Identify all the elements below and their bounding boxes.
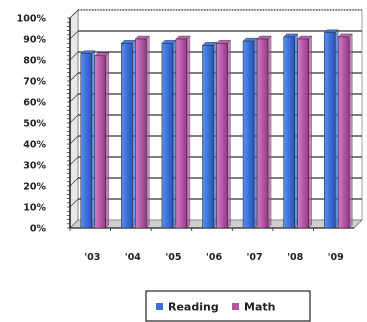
bar-reading <box>323 29 339 229</box>
bar-reading <box>120 39 136 229</box>
x-tick-label: '09 <box>328 252 344 263</box>
x-tick-label: '08 <box>287 252 304 263</box>
bar-math <box>337 33 353 229</box>
x-tick-label: '04 <box>125 252 142 263</box>
legend-label: Math <box>244 301 275 314</box>
gridline-diagonal <box>69 51 79 61</box>
y-tick-label: 30% <box>23 161 46 172</box>
x-tick-label: '07 <box>247 252 263 263</box>
bar-reading <box>202 41 217 229</box>
legend-swatch <box>156 303 163 310</box>
legend-box <box>145 290 311 322</box>
gridline-diagonal <box>69 198 79 208</box>
legend-item-math: Math <box>232 301 275 314</box>
bar-math <box>94 52 110 229</box>
bars <box>80 29 353 229</box>
bar-reading <box>283 33 299 229</box>
x-tick-label: '05 <box>165 252 181 263</box>
gridline-diagonal <box>69 72 79 82</box>
x-tick-label: '03 <box>84 252 100 263</box>
y-tick-label: 60% <box>23 98 46 109</box>
gridline-diagonal <box>69 9 79 19</box>
y-tick-label: 100% <box>17 14 47 25</box>
bar-reading <box>242 37 258 229</box>
y-tick-label: 90% <box>23 35 46 46</box>
gridline-diagonal <box>69 135 79 145</box>
bar-math <box>216 39 231 229</box>
legend-label: Reading <box>168 301 219 314</box>
y-tick-label: 70% <box>23 77 46 88</box>
bar-reading <box>80 50 96 229</box>
y-tick-label: 0% <box>30 224 47 235</box>
bar-math <box>134 35 150 229</box>
bar-math <box>256 35 272 229</box>
bar-math <box>175 35 191 229</box>
y-tick-label: 80% <box>23 56 46 67</box>
y-tick-label: 10% <box>23 203 46 214</box>
y-tick-label: 40% <box>23 140 46 151</box>
gridline-diagonal <box>69 114 79 124</box>
y-tick-label: 50% <box>23 119 46 130</box>
bar-reading <box>161 39 177 229</box>
legend-swatch <box>232 303 239 310</box>
gridline-diagonal <box>69 177 79 187</box>
gridline-diagonal <box>69 30 79 40</box>
y-axis-ticks: 0% 10% 20% 30% 40% 50% 60% 70% 80% 90% 100% <box>17 14 47 235</box>
x-axis-ticks: '03 '04 '05 '06 '07 '08 '09 <box>84 252 344 263</box>
y-tick-label: 20% <box>23 182 46 193</box>
legend-item-reading: Reading <box>156 301 219 314</box>
x-tick-label: '06 <box>206 252 223 263</box>
legend: Reading Math <box>145 290 311 322</box>
gridline-diagonal <box>69 93 79 103</box>
bar-math <box>297 35 313 229</box>
gridline-diagonal <box>69 156 79 166</box>
